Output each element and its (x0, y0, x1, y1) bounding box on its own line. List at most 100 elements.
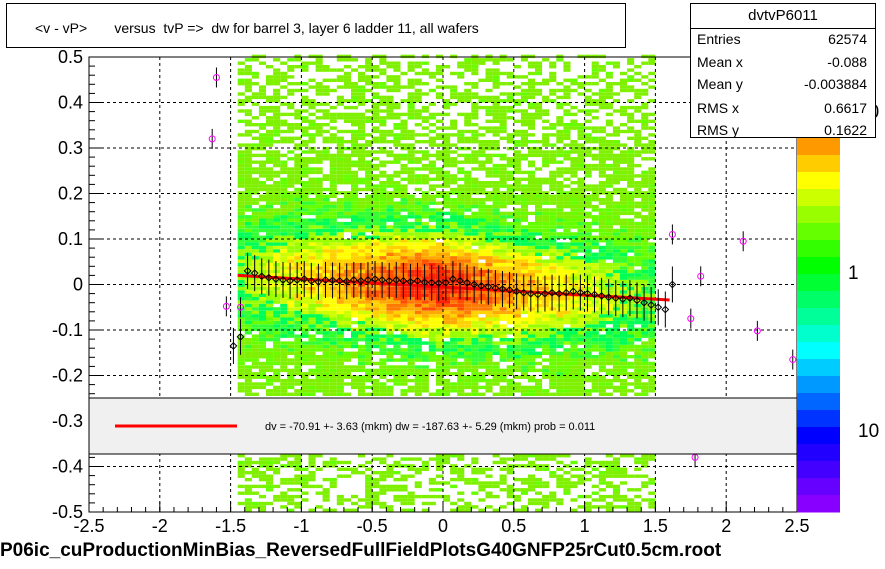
heatmap-cell (584, 276, 592, 280)
heatmap-cell (478, 297, 486, 301)
heatmap-cell (485, 368, 493, 373)
heatmap-cell (471, 491, 479, 495)
heatmap-cell (443, 307, 451, 311)
heatmap-cell (471, 320, 479, 325)
heatmap-cell (414, 392, 422, 396)
heatmap-cell (336, 174, 344, 178)
heatmap-cell (450, 215, 458, 219)
heatmap-cell (301, 290, 309, 294)
heatmap-cell (485, 290, 493, 294)
heatmap-cell (506, 160, 514, 164)
heatmap-cell (244, 256, 252, 260)
heatmap-cell (542, 310, 550, 315)
heatmap-cell (499, 218, 507, 222)
heatmap-cell (598, 259, 606, 263)
heatmap-cell (365, 317, 373, 321)
heatmap-cell (485, 385, 493, 390)
heatmap-cell (400, 269, 408, 274)
heatmap-cell (542, 242, 550, 246)
heatmap-cell (351, 375, 359, 379)
heatmap-cell (329, 119, 337, 123)
heatmap-cell (315, 218, 323, 222)
heatmap-cell (450, 303, 458, 308)
heatmap-cell (287, 150, 295, 154)
heatmap-cell (492, 307, 500, 311)
heatmap-cell (287, 82, 295, 86)
heatmap-cell (266, 256, 274, 260)
heatmap-cell (351, 153, 359, 158)
heatmap-cell (612, 218, 620, 222)
heatmap-cell (372, 129, 380, 134)
heatmap-cell (528, 174, 536, 178)
heatmap-cell (372, 109, 380, 113)
heatmap-cell (244, 498, 252, 502)
heatmap-cell (506, 501, 514, 506)
heatmap-cell (322, 355, 330, 359)
heatmap-cell (620, 269, 628, 274)
heatmap-cell (598, 208, 606, 212)
heatmap-cell (301, 109, 309, 113)
heatmap-cell (358, 454, 366, 458)
heatmap-cell (322, 140, 330, 144)
heatmap-cell (258, 269, 266, 274)
heatmap-cell (556, 467, 564, 471)
heatmap-cell (386, 225, 394, 229)
heatmap-cell (435, 232, 443, 236)
heatmap-cell (499, 266, 507, 270)
heatmap-cell (343, 71, 351, 76)
heatmap-cell (400, 266, 408, 270)
heatmap-cell (443, 494, 451, 499)
heatmap-cell (301, 474, 309, 478)
heatmap-cell (570, 481, 578, 485)
heatmap-cell (620, 82, 628, 86)
heatmap-cell (612, 129, 620, 134)
heatmap-cell (358, 143, 366, 147)
heatmap-cell (258, 375, 266, 379)
heatmap-cell (535, 283, 543, 287)
heatmap-cell (612, 474, 620, 478)
heatmap-cell (492, 314, 500, 318)
heatmap-cell (598, 392, 606, 396)
heatmap-cell (273, 498, 281, 502)
heatmap-cell (584, 266, 592, 270)
heatmap-cell (351, 334, 359, 338)
heatmap-cell (464, 279, 472, 284)
heatmap-cell (450, 225, 458, 229)
heatmap-cell (464, 204, 472, 209)
heatmap-cell (634, 501, 642, 506)
heatmap-cell (343, 392, 351, 396)
heatmap-cell (464, 194, 472, 198)
heatmap-cell (343, 157, 351, 161)
heatmap-cell (492, 99, 500, 103)
heatmap-cell (591, 505, 599, 509)
heatmap-cell (471, 355, 479, 359)
heatmap-cell (358, 262, 366, 267)
heatmap-cell (322, 331, 330, 335)
heatmap-cell (627, 249, 635, 253)
heatmap-cell (492, 348, 500, 352)
heatmap-cell (443, 327, 451, 332)
heatmap-cell (584, 225, 592, 229)
heatmap-cell (591, 334, 599, 338)
heatmap-cell (251, 273, 259, 277)
heatmap-cell (386, 505, 394, 509)
heatmap-cell (351, 508, 359, 512)
heatmap-cell (428, 88, 436, 93)
heatmap-cell (244, 324, 252, 328)
heatmap-cell (315, 375, 323, 379)
heatmap-cell (577, 198, 585, 202)
heatmap-cell (570, 344, 578, 349)
heatmap-cell (520, 228, 528, 233)
heatmap-cell (273, 259, 281, 263)
heatmap-cell (577, 85, 585, 89)
heatmap-cell (237, 266, 245, 270)
heatmap-cell (556, 245, 564, 250)
heatmap-cell (471, 338, 479, 342)
heatmap-cell (620, 153, 628, 158)
heatmap-cell (301, 389, 309, 393)
heatmap-cell (450, 273, 458, 277)
heatmap-cell (251, 365, 259, 369)
heatmap-cell (570, 361, 578, 366)
heatmap-cell (301, 211, 309, 216)
heatmap-cell (407, 235, 415, 239)
